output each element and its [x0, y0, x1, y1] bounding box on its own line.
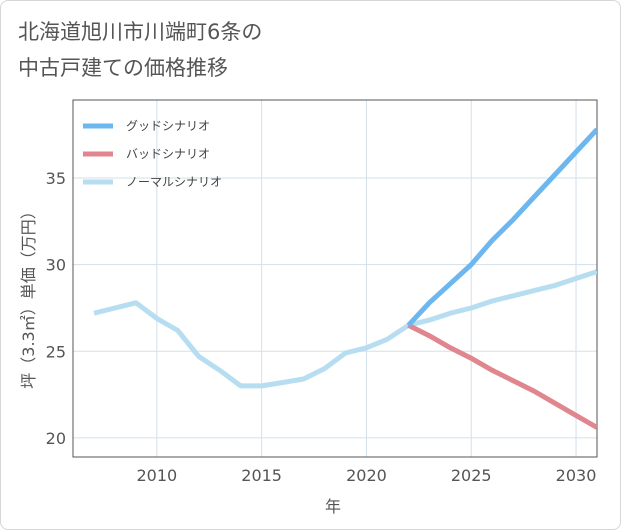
legend-label: バッドシナリオ [126, 147, 210, 161]
series-line-1 [406, 127, 597, 328]
y-tick-label: 25 [46, 342, 66, 361]
y-tick-label: 30 [46, 256, 66, 275]
series-line-3 [93, 269, 597, 389]
y-tick-label: 20 [46, 429, 66, 448]
y-tick-label: 35 [46, 169, 66, 188]
x-tick-label: 2030 [556, 466, 597, 485]
grid [73, 100, 597, 457]
x-tick-label: 2015 [241, 466, 282, 485]
chart-title-line-2: 中古戸建ての価格推移 [18, 56, 228, 80]
plot-area-border [72, 99, 598, 458]
legend-label: ノーマルシナリオ [126, 175, 222, 189]
y-axis-title: 坪（3.3㎡）単価（万円） [19, 203, 38, 388]
chart-title-line-1: 北海道旭川市川端町6条の [18, 20, 263, 44]
chart-title: 北海道旭川市川端町6条の 中古戸建ての価格推移 [18, 14, 578, 86]
series-line-2 [407, 323, 597, 430]
x-tick-label: 2020 [346, 466, 387, 485]
series-layer [93, 127, 597, 430]
x-tick-label: 2025 [451, 466, 492, 485]
x-axis-title: 年 [325, 497, 341, 516]
legend-label: グッドシナリオ [126, 119, 210, 133]
x-tick-label: 2010 [136, 466, 177, 485]
